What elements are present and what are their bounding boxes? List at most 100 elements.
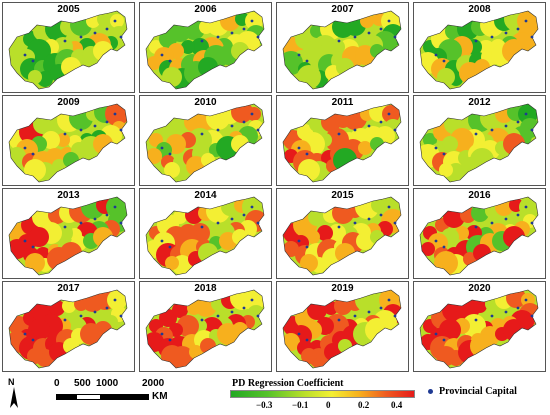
legend-provincial-capital: Provincial Capital bbox=[428, 386, 517, 397]
provincial-capital-marker bbox=[297, 146, 301, 150]
region-patch bbox=[474, 59, 490, 75]
provincial-capital-marker bbox=[353, 128, 357, 132]
scale-segment-3 bbox=[101, 394, 149, 400]
provincial-capital-marker bbox=[79, 128, 83, 132]
region-patch bbox=[473, 244, 491, 262]
provincial-capital-marker bbox=[105, 213, 109, 217]
region-patch bbox=[371, 197, 387, 213]
provincial-capital-marker bbox=[337, 132, 341, 136]
region-patch bbox=[97, 11, 113, 27]
provincial-capital-marker bbox=[250, 205, 254, 209]
region-patch bbox=[358, 141, 372, 155]
provincial-capital-marker bbox=[160, 239, 164, 243]
legend-tick-neg01: −0.1 bbox=[292, 400, 309, 410]
region-patch bbox=[462, 314, 486, 338]
provincial-capital-marker bbox=[31, 245, 35, 249]
provincial-capital-marker bbox=[379, 306, 383, 310]
provincial-capital-marker bbox=[23, 146, 27, 150]
provincial-capital-marker bbox=[93, 217, 97, 221]
map-panel: 2015 bbox=[276, 188, 409, 279]
panel-year: 2018 bbox=[194, 283, 217, 294]
provincial-capital-marker bbox=[474, 225, 478, 229]
panel-year: 2011 bbox=[331, 97, 354, 108]
provincial-capital-marker bbox=[434, 146, 438, 150]
region-patch bbox=[360, 14, 374, 28]
provincial-capital-marker bbox=[474, 132, 478, 136]
provincial-capital-marker bbox=[530, 35, 534, 39]
region-patch bbox=[56, 133, 70, 147]
provincial-capital-marker bbox=[474, 39, 478, 43]
region-patch bbox=[503, 319, 525, 341]
provincial-capital-marker bbox=[242, 306, 246, 310]
map-panel: 2005 bbox=[2, 2, 135, 93]
scale-segment-2 bbox=[76, 394, 101, 400]
region-patch bbox=[317, 225, 333, 241]
provincial-capital-marker bbox=[160, 146, 164, 150]
region-patch bbox=[159, 309, 177, 327]
legend-tick-0: 0 bbox=[326, 400, 331, 410]
scale-bar: 0 500 1000 2000 KM bbox=[50, 378, 175, 410]
provincial-capital-marker bbox=[524, 19, 528, 23]
region-patch bbox=[63, 152, 79, 168]
provincial-capital-marker bbox=[242, 213, 246, 217]
map-panel: 2007 bbox=[276, 2, 409, 93]
region-patch bbox=[181, 40, 195, 54]
region-patch bbox=[63, 338, 79, 354]
region-patch bbox=[231, 135, 249, 153]
map-panel: 2011 bbox=[276, 95, 409, 186]
provincial-capital-marker bbox=[393, 35, 397, 39]
provincial-capital-marker bbox=[504, 124, 508, 128]
region-patch bbox=[164, 162, 180, 178]
map-panel: 2020 bbox=[413, 281, 546, 372]
provincial-capital-marker bbox=[119, 128, 123, 132]
provincial-capital-marker bbox=[250, 19, 254, 23]
provincial-capital-marker bbox=[442, 152, 446, 156]
provincial-capital-marker bbox=[490, 35, 494, 39]
provincial-capital-marker bbox=[79, 35, 83, 39]
provincial-capital-marker bbox=[442, 245, 446, 249]
panel-year: 2005 bbox=[57, 4, 80, 15]
region-patch bbox=[247, 107, 261, 121]
region-patch bbox=[162, 67, 182, 87]
scale-segment-1 bbox=[56, 394, 76, 400]
region-patch bbox=[94, 321, 112, 339]
region-patch bbox=[502, 39, 526, 63]
provincial-capital-marker bbox=[490, 221, 494, 225]
panel-year: 2017 bbox=[57, 283, 80, 294]
provincial-capital-marker bbox=[200, 132, 204, 136]
region-patch bbox=[110, 14, 124, 28]
provincial-capital-marker bbox=[256, 221, 260, 225]
provincial-capital-marker bbox=[119, 221, 123, 225]
region-patch bbox=[93, 227, 113, 247]
scale-label-0: 0 bbox=[54, 378, 60, 389]
provincial-capital-marker bbox=[297, 53, 301, 57]
provincial-capital-marker bbox=[31, 338, 35, 342]
panel-year: 2010 bbox=[194, 97, 217, 108]
region-patch bbox=[328, 224, 346, 242]
provincial-capital-marker bbox=[242, 120, 246, 124]
region-patch bbox=[306, 230, 320, 244]
region-patch bbox=[301, 348, 317, 364]
provincial-capital-marker bbox=[504, 31, 508, 35]
provincial-capital-marker bbox=[93, 310, 97, 314]
provincial-capital-marker bbox=[168, 59, 172, 63]
region-patch bbox=[198, 57, 218, 77]
provincial-capital-marker bbox=[230, 217, 234, 221]
provincial-capital-marker bbox=[379, 120, 383, 124]
provincial-capital-marker bbox=[242, 27, 246, 31]
legend-color-ramp bbox=[230, 390, 415, 398]
provincial-capital-marker bbox=[250, 112, 254, 116]
provincial-capital-marker bbox=[474, 318, 478, 322]
region-patch bbox=[336, 58, 354, 76]
provincial-capital-marker bbox=[113, 298, 117, 302]
provincial-capital-marker bbox=[490, 128, 494, 132]
region-patch bbox=[231, 42, 249, 60]
provincial-capital-marker bbox=[256, 128, 260, 132]
provincial-capital-marker bbox=[230, 124, 234, 128]
panel-year: 2009 bbox=[57, 97, 80, 108]
provincial-capital-marker bbox=[93, 124, 97, 128]
provincial-capital-marker bbox=[524, 205, 528, 209]
panel-year: 2012 bbox=[468, 97, 491, 108]
region-patch bbox=[421, 242, 435, 256]
map-panel: 2008 bbox=[413, 2, 546, 93]
